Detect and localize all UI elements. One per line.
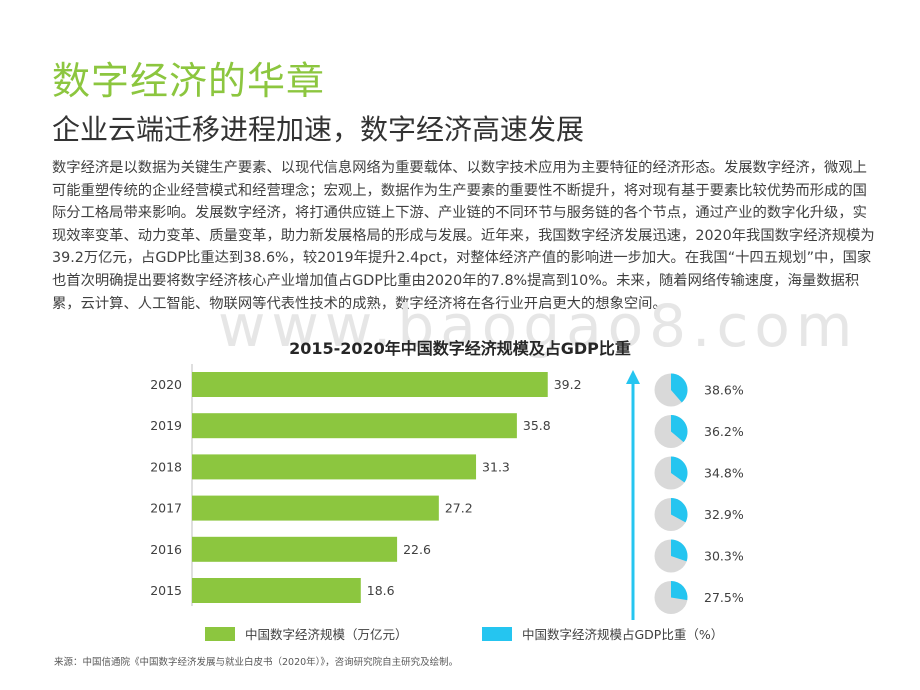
chart-title: 2015-2020年中国数字经济规模及占GDP比重 [289,339,631,358]
pie-slice-2018 [671,456,688,483]
bar-2017 [192,495,439,521]
tick-label-2017: 2017 [150,501,182,516]
pct-label-2019: 36.2% [704,424,744,439]
legend-swatch-bar [205,626,235,641]
page-subtitle: 企业云端迁移进程加速，数字经济高速发展 [52,113,585,146]
legend-swatch-pie [482,626,512,641]
pct-label-2016: 30.3% [704,549,744,564]
value-label-2020: 39.2 [554,377,582,392]
tick-label-2019: 2019 [150,418,182,433]
legend-label-bar: 中国数字经济规模（万亿元） [245,627,408,642]
trend-arrow-head [626,370,640,384]
bar-2015 [192,578,361,603]
pct-label-2018: 34.8% [704,466,744,481]
value-label-2018: 31.3 [482,459,510,474]
page-title: 数字经济的华章 [52,59,326,103]
tick-label-2016: 2016 [150,542,182,557]
value-label-2017: 27.2 [445,501,473,516]
legend-label-pie: 中国数字经济规模占GDP比重（%） [522,627,724,642]
value-label-2015: 18.6 [367,583,395,598]
bar-2016 [192,536,398,562]
pie-slice-2016 [671,539,688,562]
bar-2018 [192,454,477,480]
bar-2019 [192,413,517,439]
tick-label-2018: 2018 [150,459,182,474]
pie-slice-2015 [671,581,688,601]
bar-2020 [192,372,548,397]
pie-slice-2017 [671,498,688,523]
legend-item-pie: 中国数字经济规模占GDP比重（%） [482,624,723,643]
legend-item-bar: 中国数字经济规模（万亿元） [205,624,408,643]
pct-label-2015: 27.5% [704,590,744,605]
pct-label-2020: 38.6% [704,383,744,398]
value-label-2016: 22.6 [403,542,431,557]
watermark: www.baogao8.com [218,292,859,360]
value-label-2019: 35.8 [523,418,551,433]
pie-slice-2019 [671,415,688,443]
pct-label-2017: 32.9% [704,507,744,522]
tick-label-2020: 2020 [150,377,182,392]
body-paragraph: 数字经济是以数据为关键生产要素、以现代信息网络为重要载体、以数字技术应用为主要特… [52,160,875,312]
source-note: 来源：中国信通院《中国数字经济发展与就业白皮书（2020年）》，咨询研究院自主研… [54,657,459,668]
pie-slice-2020 [671,373,688,403]
tick-label-2015: 2015 [150,583,182,598]
